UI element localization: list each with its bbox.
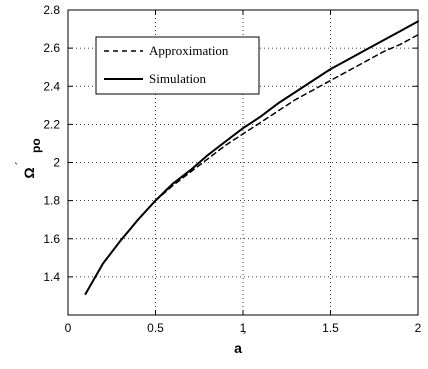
y-tick-label: 1.4 (43, 270, 60, 284)
y-axis-label-omega: Ω (21, 167, 37, 178)
x-axis-label: a ´ (234, 330, 247, 356)
y-axis-label-subscript: po (29, 138, 43, 153)
legend-label-simulation: Simulation (149, 71, 207, 86)
y-tick-label: 1.8 (43, 194, 60, 208)
legend-box (95, 36, 260, 95)
legend: Approximation Simulation (95, 36, 260, 95)
x-tick-label: 0 (65, 321, 72, 335)
y-tick-label: 2.6 (43, 41, 60, 55)
x-axis-label-prime: ´ (243, 330, 247, 344)
x-axis-label-text: a (234, 340, 242, 356)
series-group (84, 20, 419, 295)
legend-label-approximation: Approximation (149, 43, 229, 58)
x-tick-label: 0.5 (147, 321, 164, 335)
y-tick-label: 2.8 (43, 3, 60, 17)
y-tick-label: 1.6 (43, 232, 60, 246)
y-tick-label: 2.2 (43, 117, 60, 131)
y-tick-label: 2 (53, 156, 60, 170)
y-axis-label-prime: ´ (13, 161, 27, 165)
y-tick-label: 2.4 (43, 79, 60, 93)
grid-lines (68, 10, 418, 315)
axis-ticks: 0 0.5 1 1.5 2 1.4 1.6 1.8 2 2.2 2.4 2.6 2.8 (43, 3, 421, 335)
series-line-simulation (84, 20, 419, 295)
x-tick-label: 1 (240, 321, 247, 335)
x-tick-label: 1.5 (322, 321, 339, 335)
y-axis-label: Ω ´ po (13, 138, 43, 178)
x-tick-label: 2 (415, 321, 422, 335)
